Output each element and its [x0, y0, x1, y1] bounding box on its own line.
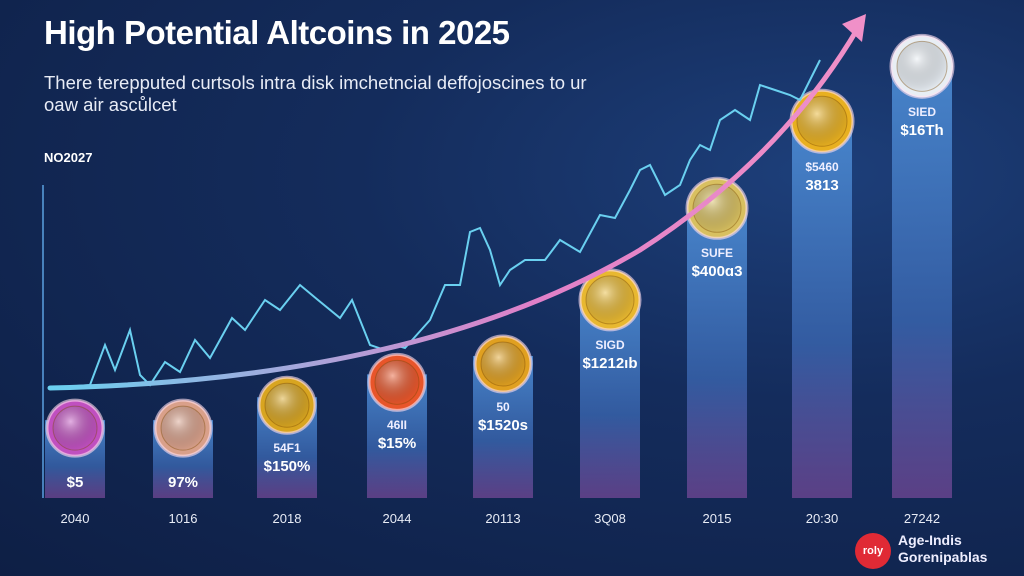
coin-inner-icon [692, 183, 742, 233]
coin-inner-icon [52, 405, 98, 451]
bar-value-label: $1520s [477, 417, 529, 435]
coin-inner-icon [796, 95, 848, 147]
bar-top-label: 46II [386, 418, 407, 433]
logo-text: roly [862, 545, 884, 557]
x-tick-label: 1016 [168, 511, 198, 526]
coin-inner-icon [896, 40, 948, 92]
y-axis-label: NO2027 [44, 150, 93, 165]
bar-top-label: SIGD [595, 337, 625, 352]
brand-line-1: Age-Indis [898, 532, 962, 548]
bar-top-label: 50 [496, 400, 510, 415]
bar [792, 113, 852, 498]
bar-value-label: 3813 [805, 177, 839, 195]
x-tick-label: 3Q08 [594, 511, 626, 526]
bar-value-label: 97% [167, 474, 199, 491]
x-tick-label: 2044 [382, 511, 412, 526]
chart-title: High Potential Altcoins in 2025 [44, 14, 510, 51]
bar-value-label: $400ɑ3 [691, 263, 743, 281]
x-tick-label: 20113 [485, 511, 521, 526]
bar-value-label: $1212ıb [582, 354, 638, 372]
x-tick-label: 20:30 [805, 511, 839, 526]
coin-inner-icon [585, 275, 635, 325]
coin-inner-icon [160, 405, 206, 451]
bar-top-label: SUFE [700, 246, 733, 261]
arrow-head-icon [842, 14, 866, 42]
chart-subtitle: There terepputed curtsols intra disk imc… [44, 72, 587, 115]
brand-line-2: Gorenipablas [898, 549, 988, 565]
bar [892, 58, 952, 498]
coin-inner-icon [264, 382, 310, 428]
bar-top-label: SIED [907, 105, 936, 120]
trend-arrow [47, 25, 861, 391]
coin-inner-icon [480, 341, 526, 387]
x-tick-label: 2040 [60, 511, 90, 526]
bar-top-label: $5460 [805, 160, 839, 175]
bar-top-label: 54F1 [273, 441, 301, 456]
coin-inner-icon [374, 359, 420, 405]
brand-name: Age-Indis Gorenipablas [898, 532, 987, 566]
bar-value-label: $15% [377, 435, 417, 453]
bar [687, 200, 747, 499]
brand-logo: roly [855, 533, 891, 569]
price-line [49, 59, 821, 389]
bar-value-label: $5 [66, 474, 84, 491]
bar-value-label: $16Th [900, 122, 944, 140]
x-tick-label: 2015 [702, 511, 732, 526]
x-tick-label: 2018 [272, 511, 302, 526]
bar-value-label: $150% [263, 458, 311, 476]
x-tick-label: 27242 [903, 511, 941, 526]
